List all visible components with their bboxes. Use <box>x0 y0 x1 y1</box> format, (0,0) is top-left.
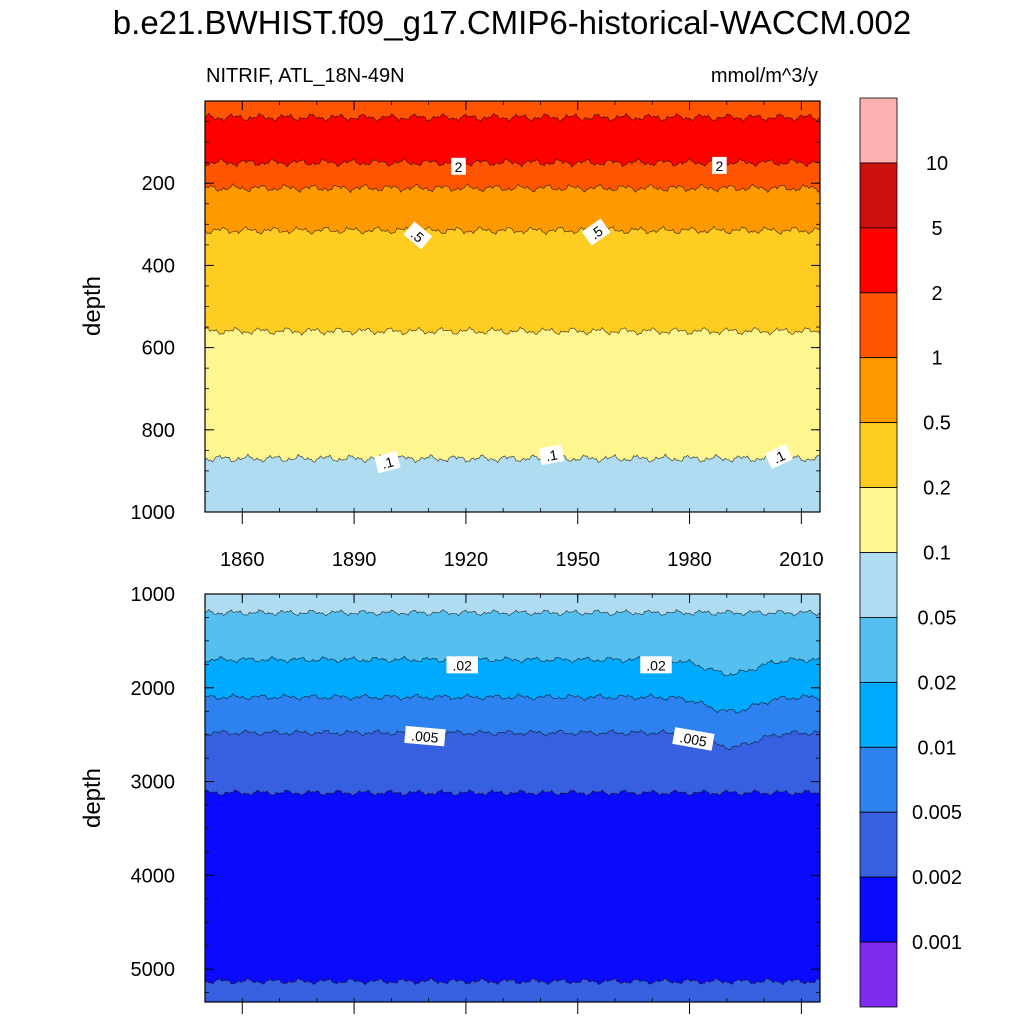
x-tick-label: 2010 <box>779 549 824 571</box>
contour-band-lower-5 <box>205 789 820 985</box>
contour-label: .02 <box>446 656 478 674</box>
colorbar-label: 0.5 <box>923 413 951 435</box>
contour-band-upper-1 <box>205 113 820 168</box>
y-tick-label: 2000 <box>131 678 176 700</box>
colorbar-swatch <box>859 97 898 164</box>
colorbar-label: 2 <box>931 283 942 305</box>
colorbar-swatch <box>859 292 898 359</box>
contour-label-text: .1 <box>544 446 558 464</box>
colorbar-label: 0.005 <box>912 802 962 824</box>
contour-bands <box>205 101 820 512</box>
contour-line-lower-4 <box>205 789 820 797</box>
y-tick-label: 400 <box>142 255 175 277</box>
colorbar-swatch <box>859 552 898 618</box>
colorbar-swatch <box>859 811 898 878</box>
contour-line-lower-1 <box>205 655 820 677</box>
colorbar: 10 5 2 1 0.5 0.2 0.1 0.05 0.02 0.01 0.005 0.002 0.00… <box>859 97 962 1008</box>
contour-label: .5 <box>403 221 433 250</box>
x-tick-label: 1980 <box>667 549 712 571</box>
colorbar-swatch <box>859 681 898 748</box>
y-axis-label: depth <box>79 768 106 828</box>
contour-band-upper-4 <box>205 226 820 336</box>
contour-line-lower-0 <box>205 608 820 617</box>
contour-band-lower-6 <box>205 977 820 1002</box>
upper-contour-panel: 2 2 .5 .5 .1 .1 .1 200 400 600 800 1000 1860 1890 1920… <box>79 100 824 571</box>
contour-band-lower-4 <box>205 729 820 797</box>
y-tick-label: 200 <box>142 173 175 195</box>
contour-label: .005 <box>672 727 715 751</box>
y-tick-label: 800 <box>142 420 175 442</box>
contour-bands <box>205 594 820 1002</box>
contour-band-upper-6 <box>205 454 820 512</box>
y-tick-label: 600 <box>142 338 175 360</box>
contour-line-upper-2 <box>205 183 820 194</box>
x-tick-label: 1950 <box>555 549 600 571</box>
contour-label-text: .005 <box>678 729 708 750</box>
colorbar-label: 0.001 <box>912 932 962 954</box>
colorbar-swatch <box>859 876 898 943</box>
colorbar-label: 0.002 <box>912 867 962 889</box>
contour-band-lower-0 <box>205 594 820 617</box>
colorbar-label: 0.02 <box>918 672 957 694</box>
colorbar-label: 0.01 <box>918 737 957 759</box>
contour-label-text: .005 <box>411 727 440 745</box>
y-tick-label: 1000 <box>131 584 176 606</box>
contour-line-upper-4 <box>205 326 820 336</box>
colorbar-swatch <box>859 617 898 683</box>
colorbar-swatch <box>859 357 898 424</box>
contour-band-lower-3 <box>205 693 820 750</box>
colorbar-label: 10 <box>926 153 948 175</box>
contour-label-text: .02 <box>646 657 666 673</box>
contour-label: 2 <box>712 156 727 174</box>
contour-line-lower-2 <box>205 693 820 714</box>
y-tick-label: 1000 <box>131 502 176 524</box>
contour-band-upper-0 <box>205 101 820 122</box>
colorbar-swatch <box>859 941 898 1008</box>
contour-label: .1 <box>374 451 401 474</box>
contour-band-upper-2 <box>205 158 820 193</box>
x-tick-label: 1860 <box>220 549 265 571</box>
chart-title: b.e21.BWHIST.f09_g17.CMIP6-historical-WA… <box>113 4 911 41</box>
contour-line-upper-3 <box>205 225 820 236</box>
y-tick-label: 3000 <box>131 772 176 794</box>
lower-contour-panel: .02 .02 .005 .005 1000 2000 3000 4000 5000 depth <box>79 584 821 1014</box>
subtitle-right: mmol/m^3/y <box>711 65 818 87</box>
colorbar-swatch <box>859 422 898 488</box>
colorbar-label: 0.05 <box>918 607 957 629</box>
colorbar-swatch <box>859 162 898 229</box>
contour-label-text: 2 <box>455 159 463 175</box>
contour-band-upper-3 <box>205 183 820 235</box>
contour-lines <box>205 608 820 986</box>
colorbar-swatch <box>859 746 898 813</box>
colorbar-label: 5 <box>931 218 942 240</box>
y-axis-label: depth <box>79 276 106 336</box>
contour-label: .1 <box>764 443 793 470</box>
contour-line-upper-5 <box>205 453 820 464</box>
contour-line-lower-5 <box>205 977 820 986</box>
contour-label: .02 <box>640 656 672 674</box>
contour-label-text: 2 <box>716 158 724 174</box>
contour-label-text: .02 <box>452 657 472 673</box>
colorbar-swatch <box>859 487 898 553</box>
contour-label: .005 <box>404 725 446 747</box>
y-tick-label: 5000 <box>131 959 176 981</box>
x-tick-label: 1890 <box>332 549 377 571</box>
contour-label: 2 <box>451 157 466 175</box>
contour-band-lower-1 <box>205 609 820 676</box>
x-tick-label: 1920 <box>444 549 489 571</box>
contour-label: .1 <box>538 444 565 466</box>
subtitle-left: NITRIF, ATL_18N-49N <box>206 65 405 87</box>
contour-band-upper-5 <box>205 327 820 463</box>
plot-frame <box>204 593 821 1003</box>
contour-line-upper-0 <box>205 112 820 123</box>
colorbar-swatch <box>859 227 898 294</box>
colorbar-label: 0.2 <box>923 478 951 500</box>
y-tick-label: 4000 <box>131 865 176 887</box>
contour-label-text: .1 <box>380 453 396 472</box>
contour-line-lower-3 <box>205 729 820 750</box>
colorbar-label: 0.1 <box>923 543 951 565</box>
colorbar-label: 1 <box>931 348 942 370</box>
contour-label: .5 <box>581 218 611 246</box>
